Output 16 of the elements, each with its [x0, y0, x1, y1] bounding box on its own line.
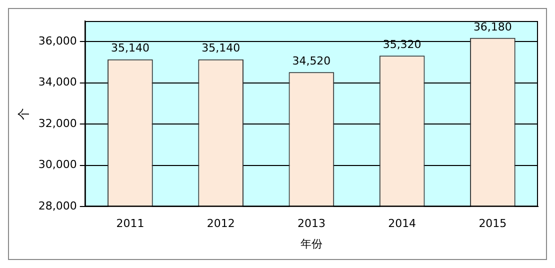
x-tick-label: 2011	[116, 217, 144, 230]
y-tick-label: 34,000	[38, 76, 77, 89]
y-tick-label: 28,000	[38, 199, 77, 212]
y-tick-label: 36,000	[38, 34, 77, 48]
x-tick-label: 2014	[388, 217, 416, 230]
y-tick-label: 30,000	[38, 158, 77, 172]
data-label: 36,180	[473, 20, 512, 34]
data-label: 35,140	[202, 42, 240, 55]
data-label: 35,140	[110, 42, 150, 55]
y-tick-label: 32,000	[38, 116, 77, 130]
x-tick-label: 2013	[297, 217, 326, 230]
x-axis-title: 年份	[300, 237, 322, 250]
data-label: 34,520	[292, 54, 331, 68]
y-axis-title: 个	[16, 108, 30, 120]
x-tick-label: 2015	[478, 217, 507, 230]
x-tick-label: 2012	[206, 217, 235, 230]
